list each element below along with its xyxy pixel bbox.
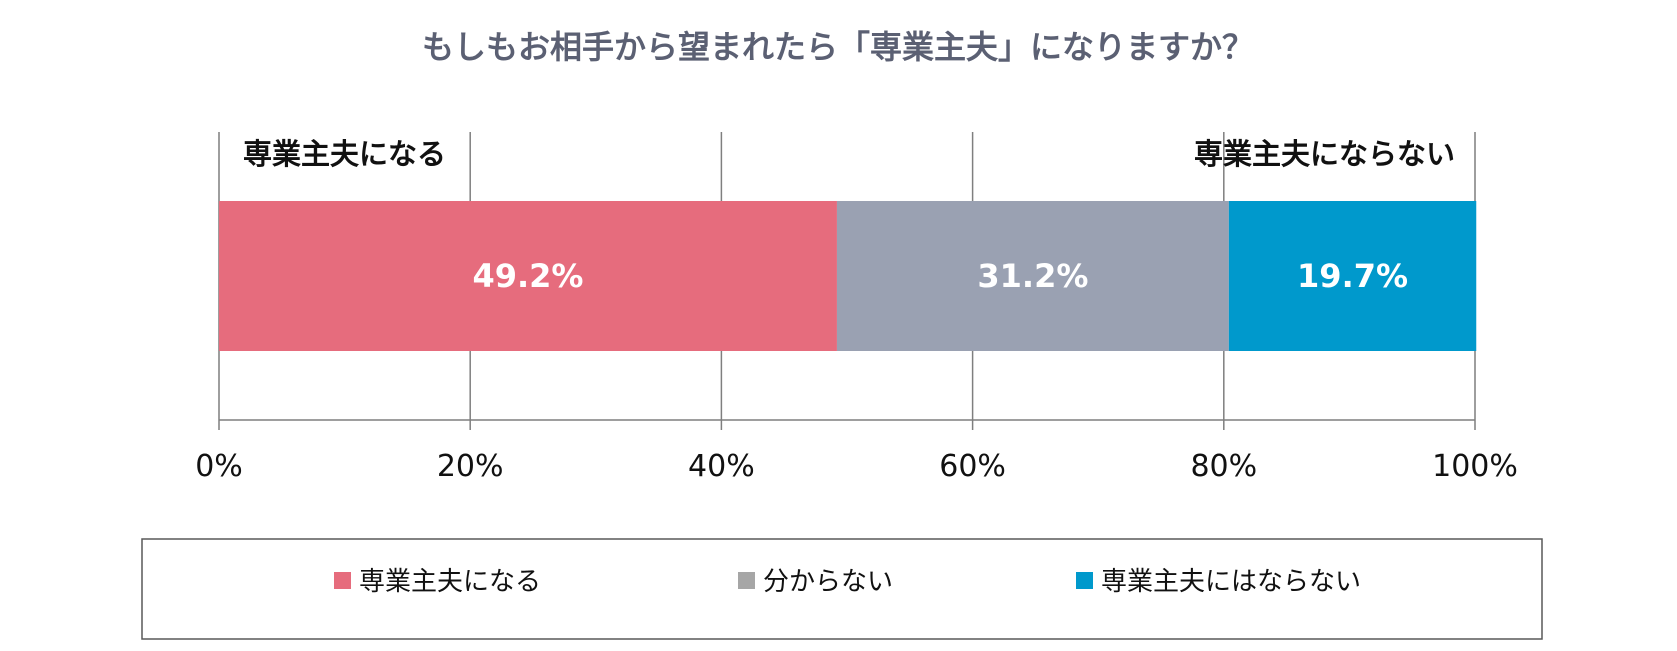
- x-tick-label: 20%: [437, 449, 504, 484]
- legend-swatch-3: [1076, 572, 1093, 589]
- legend-box: [141, 538, 1543, 640]
- bar-segment-2: [836, 201, 1229, 351]
- legend-label-2: 分からない: [763, 567, 893, 597]
- data-label-3: 19.7%: [1297, 257, 1408, 295]
- x-tick-label: 100%: [1432, 449, 1518, 484]
- x-tick-label: 40%: [688, 449, 755, 484]
- legend-swatch-1: [334, 572, 351, 589]
- x-tick-label: 0%: [195, 449, 243, 484]
- annotation-right: 専業主夫にならない: [1194, 137, 1455, 171]
- data-labels: 49.2% 31.2% 19.7%: [472, 257, 1408, 295]
- bar-segment-1: [219, 201, 837, 351]
- data-label-1: 49.2%: [472, 257, 583, 295]
- bar-segment-3: [1228, 201, 1477, 351]
- legend-swatch-2: [738, 572, 755, 589]
- annotation-left: 専業主夫になる: [243, 137, 446, 171]
- legend-label-1: 専業主夫になる: [359, 567, 541, 597]
- legend: 専業主夫になる 分からない 専業主夫にはならない: [334, 567, 1361, 597]
- x-tick-label: 80%: [1190, 449, 1257, 484]
- x-axis: 0% 20% 40% 60% 80% 100%: [195, 419, 1518, 484]
- bars: [219, 201, 1477, 351]
- data-label-2: 31.2%: [977, 257, 1088, 295]
- x-tick-label: 60%: [939, 449, 1006, 484]
- chart-title: もしもお相手から望まれたら「専業主夫」になりますか？: [422, 28, 1254, 66]
- legend-label-3: 専業主夫にはならない: [1101, 567, 1361, 597]
